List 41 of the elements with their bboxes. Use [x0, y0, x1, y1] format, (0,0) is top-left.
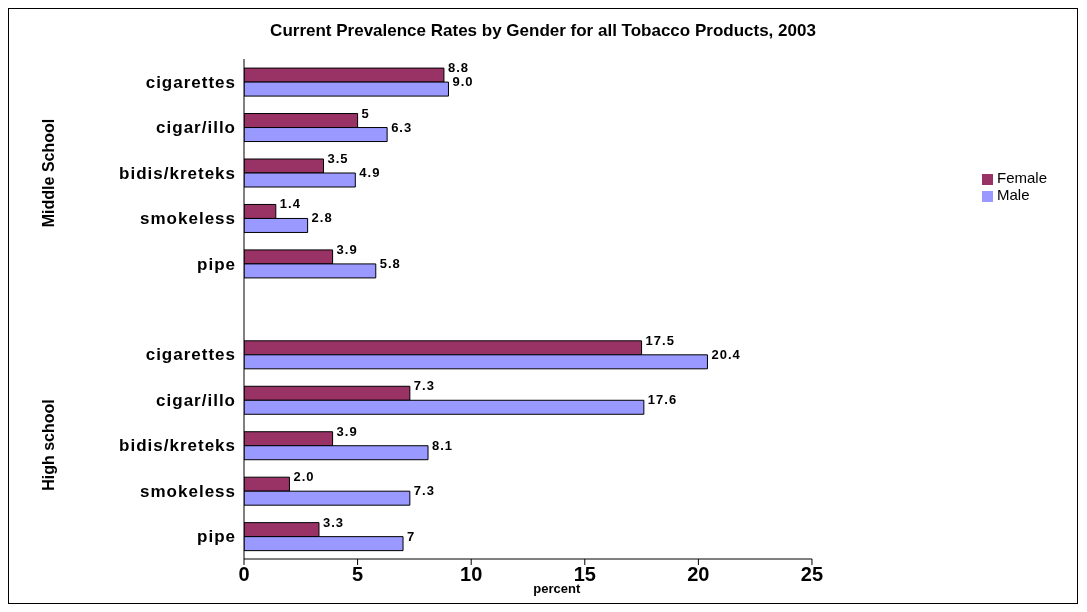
data-label: 1.4 — [279, 196, 301, 212]
data-label: 2.0 — [293, 469, 315, 485]
data-label: 8.1 — [432, 437, 454, 453]
data-label: 8.8 — [447, 60, 469, 76]
y-tick-label: pipe — [197, 527, 236, 547]
text: High school — [40, 399, 58, 492]
data-label: 20.4 — [711, 346, 741, 362]
data-label: 17.6 — [647, 392, 678, 408]
data-label: 7.3 — [413, 378, 435, 394]
y-tick-label: pipe — [197, 254, 236, 274]
data-label: 2.8 — [311, 210, 333, 226]
data-label: 3.3 — [322, 514, 345, 530]
x-tick-label: 0 — [238, 563, 250, 586]
data-label: 4.9 — [359, 165, 381, 180]
data-label: 5.8 — [379, 255, 401, 271]
legend-label: Female — [996, 169, 1047, 186]
x-tick-label: 25 — [800, 563, 824, 586]
y-tick-label: cigarettes — [145, 345, 236, 365]
data-label: 7.3 — [413, 483, 435, 499]
data-label: 3.5 — [327, 151, 349, 166]
y-tick-label: smokeless — [140, 209, 236, 229]
y-tick-label: cigarettes — [145, 72, 236, 92]
y-tick-label: bidis/kreteks — [119, 163, 236, 183]
data-label: 7 — [407, 528, 416, 544]
x-tick-label: 5 — [352, 563, 364, 586]
x-tick-label: 20 — [687, 563, 710, 586]
data-label: 5 — [361, 105, 370, 121]
y-tick-label: cigar/illo — [156, 390, 236, 410]
x-tick-label: 10 — [460, 563, 483, 586]
y-tick-label: smokeless — [140, 481, 236, 501]
y-tick-label: cigar/illo — [156, 118, 236, 138]
chart-title: Current Prevalence Rates by Gender for all Tobacco Products, 2003 — [269, 21, 817, 41]
y-tick-label: bidis/kreteks — [119, 436, 236, 456]
legend-label: Male — [996, 186, 1030, 203]
text: Middle School — [40, 118, 58, 227]
data-label: 3.9 — [336, 241, 358, 257]
data-label: 9.0 — [452, 74, 474, 90]
data-label: 17.5 — [645, 332, 675, 348]
data-label: 6.3 — [391, 119, 413, 135]
data-label: 3.9 — [336, 423, 358, 439]
x-axis-title: percent — [533, 581, 581, 596]
